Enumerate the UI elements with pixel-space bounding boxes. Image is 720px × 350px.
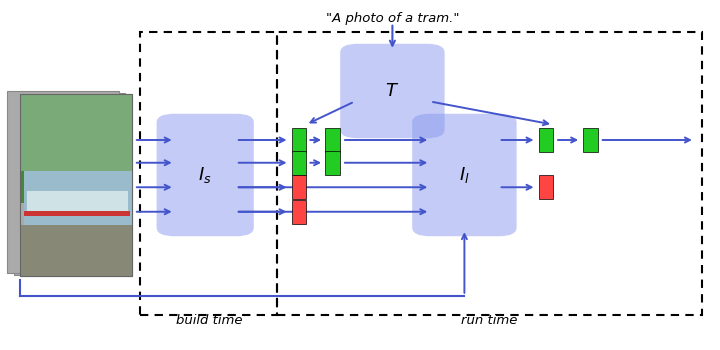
Text: $I_l$: $I_l$: [459, 165, 469, 185]
Bar: [292, 151, 306, 175]
Bar: [27, 191, 128, 212]
Bar: [14, 92, 125, 274]
Bar: [292, 200, 306, 224]
Bar: [583, 128, 598, 152]
FancyBboxPatch shape: [156, 114, 253, 236]
Bar: [277, 32, 702, 315]
Bar: [7, 91, 119, 273]
Bar: [325, 151, 340, 175]
Bar: [20, 225, 132, 276]
Bar: [20, 94, 132, 276]
Bar: [20, 94, 132, 276]
FancyBboxPatch shape: [341, 44, 445, 138]
FancyBboxPatch shape: [412, 114, 517, 236]
Text: $T$: $T$: [385, 82, 400, 100]
Bar: [20, 170, 132, 203]
Bar: [325, 128, 340, 152]
Text: "A photo of a tram.": "A photo of a tram.": [325, 12, 459, 25]
Bar: [140, 32, 277, 315]
Text: build time: build time: [176, 314, 242, 327]
Bar: [24, 211, 130, 216]
Text: $I_s$: $I_s$: [199, 165, 212, 185]
Bar: [292, 175, 306, 199]
Text: run time: run time: [462, 314, 518, 327]
Bar: [24, 170, 132, 225]
Bar: [539, 175, 553, 199]
Bar: [20, 94, 132, 176]
Bar: [539, 128, 553, 152]
Bar: [292, 128, 306, 152]
